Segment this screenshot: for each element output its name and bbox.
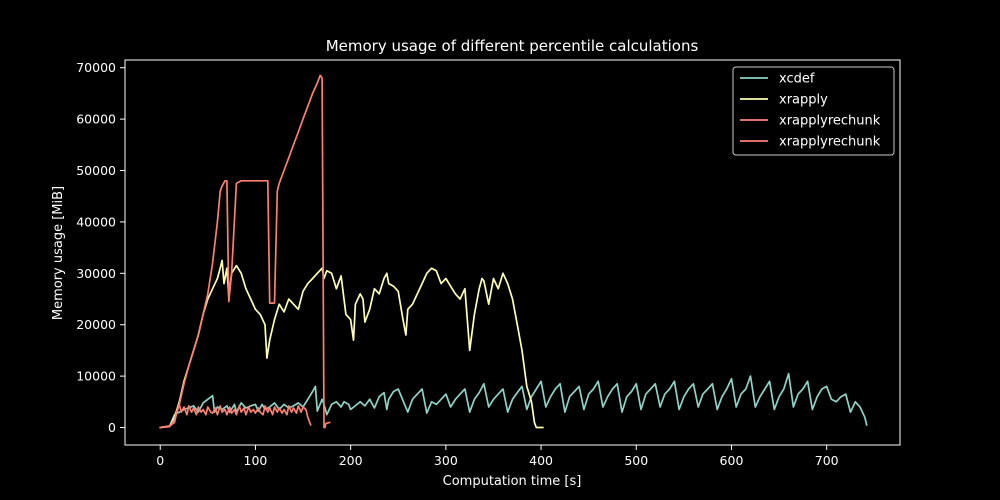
legend-label: xrapplyrechunk [779, 114, 881, 129]
x-tick-label: 0 [156, 453, 164, 468]
legend-item: xrapplyrechunk [740, 135, 881, 150]
series-line-3 [159, 403, 312, 429]
x-tick-label: 700 [815, 453, 839, 468]
x-tick-label: 300 [434, 453, 458, 468]
x-tick-label: 100 [244, 453, 268, 468]
y-tick-label: 50000 [76, 163, 116, 178]
x-axis-ticks: 0 100 200 300 400 500 600 700 [156, 445, 839, 468]
legend: xcdef xrapply xrapplyrechunk xrapplyrechunk [732, 66, 895, 156]
y-tick-label: 40000 [76, 214, 116, 229]
y-axis-ticks: 0 10000 20000 30000 40000 50000 60000 70000 [76, 60, 125, 435]
axes-frame [124, 59, 901, 446]
x-tick-label: 500 [624, 453, 648, 468]
y-tick-label: 0 [108, 420, 116, 435]
legend-item: xrapply [740, 93, 828, 108]
x-axis-label: Computation time [s] [443, 474, 582, 489]
legend-label: xrapplyrechunk [779, 135, 881, 150]
y-tick-label: 70000 [76, 60, 116, 75]
series-line-2 [159, 74, 331, 429]
legend-label: xrapply [779, 93, 828, 108]
y-tick-label: 20000 [76, 317, 116, 332]
plot-area: 0 100 200 300 400 500 600 700 0 10000 20000 30000 4… [76, 59, 901, 468]
legend-label: xcdef [779, 72, 815, 87]
series-line-1 [159, 259, 544, 429]
y-tick-label: 60000 [76, 112, 116, 127]
y-tick-label: 30000 [76, 266, 116, 281]
y-axis-label: Memory usage [MiB] [51, 186, 66, 320]
x-tick-label: 200 [339, 453, 363, 468]
chart-title: Memory usage of different percentile cal… [326, 37, 699, 55]
legend-item: xcdef [740, 72, 815, 87]
legend-box [732, 66, 895, 156]
legend-item: xrapplyrechunk [740, 114, 881, 129]
x-tick-label: 400 [529, 453, 553, 468]
x-tick-label: 600 [720, 453, 744, 468]
y-tick-label: 10000 [76, 369, 116, 384]
legend-items: xcdef xrapply xrapplyrechunk xrapplyrechunk [740, 72, 881, 150]
series-layer [159, 74, 868, 429]
